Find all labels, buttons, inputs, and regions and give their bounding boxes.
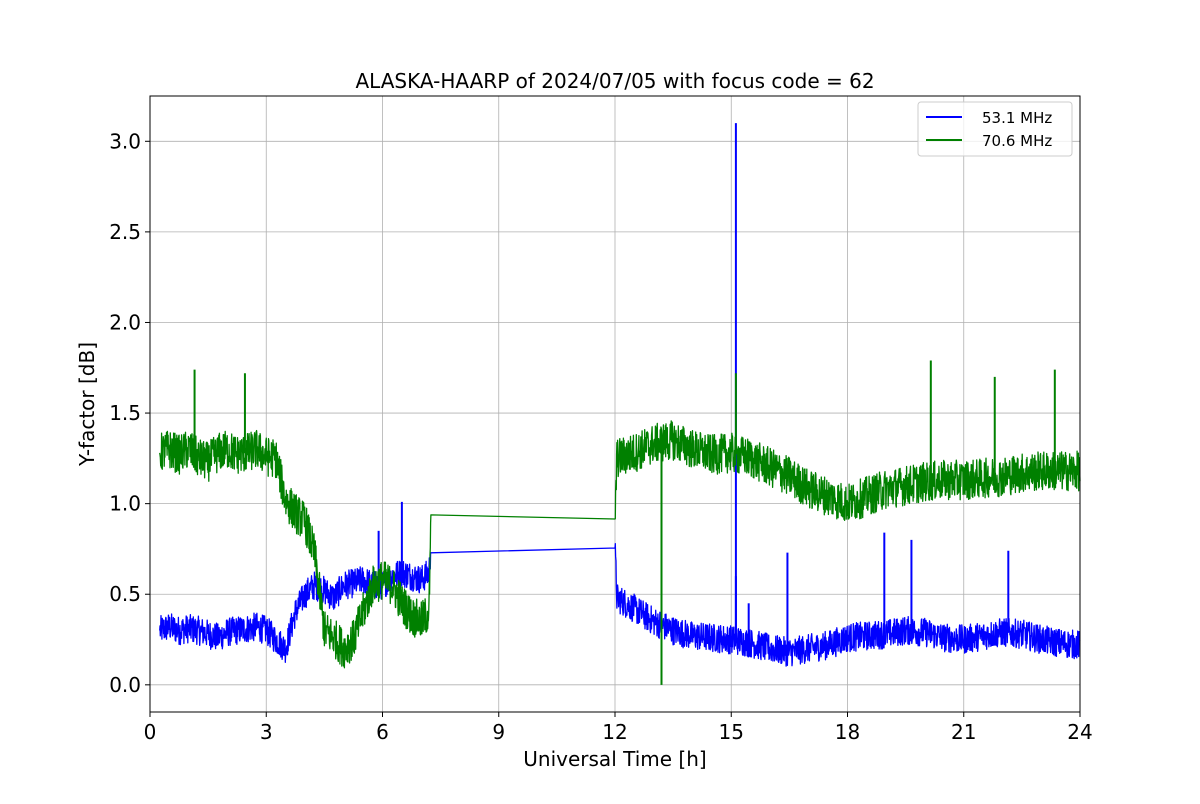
x-axis-label: Universal Time [h] [523,747,706,771]
legend-label-70mhz: 70.6 MHz [982,132,1052,150]
y-tick-label: 0.5 [109,582,141,606]
x-tick-label: 21 [951,720,976,744]
y-tick-label: 2.0 [109,310,141,334]
legend-box [917,101,1073,157]
x-tick-label: 3 [260,720,273,744]
y-tick-label: 0.0 [109,673,141,697]
chart-title: ALASKA-HAARP of 2024/07/05 with focus co… [355,69,874,93]
series-line [159,543,1081,667]
y-axis-label: Y-factor [dB] [75,342,99,467]
x-tick-label: 12 [602,720,627,744]
y-tick-label: 1.5 [109,401,141,425]
series-1 [159,360,1081,685]
x-tick-label: 24 [1067,720,1092,744]
axis-ticks: 0 3 6 9 12 15 18 21 24 0.0 0.5 1.0 1.5 2.0 2.5 3.0 [109,129,1093,744]
x-tick-label: 15 [719,720,744,744]
y-tick-label: 1.0 [109,492,141,516]
plot-series [159,123,1081,685]
x-tick-label: 0 [144,720,157,744]
x-tick-label: 18 [835,720,860,744]
series-line [159,420,1081,669]
y-tick-label: 3.0 [109,129,141,153]
x-tick-label: 9 [492,720,505,744]
legend: 53.1 MHz 70.6 MHz [917,101,1073,157]
y-tick-label: 2.5 [109,220,141,244]
series-0 [159,123,1081,667]
x-tick-label: 6 [376,720,389,744]
legend-label-53mhz: 53.1 MHz [982,109,1052,127]
